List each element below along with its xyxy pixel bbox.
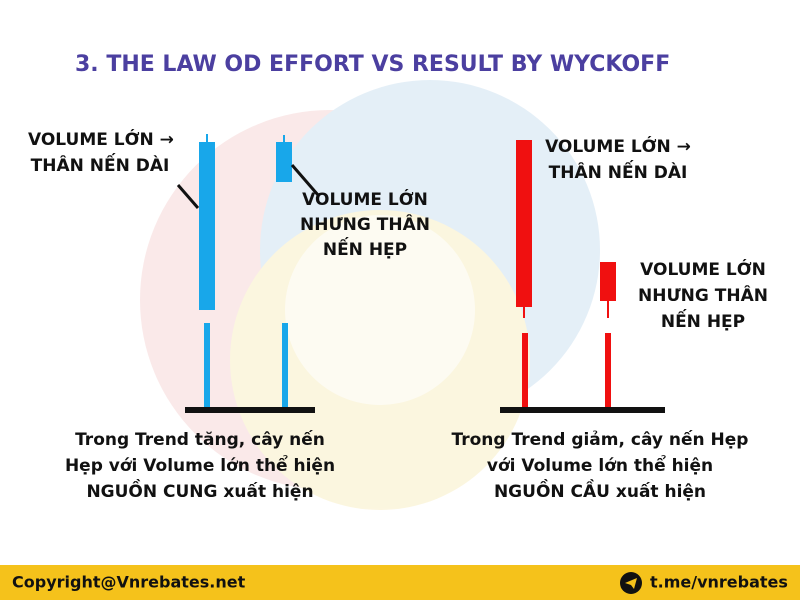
pointer [176, 184, 200, 209]
pointer [290, 164, 320, 196]
label: VOLUME LỚN → [545, 135, 691, 157]
footer-bar [0, 565, 800, 600]
label: VOLUME LỚN [302, 188, 428, 210]
candle-body [600, 262, 616, 301]
volume-bar [204, 323, 210, 408]
base-line [500, 407, 665, 413]
footer-link[interactable]: t.me/vnrebates [650, 573, 788, 592]
label: NẾN HẸP [661, 308, 745, 332]
label: VOLUME LỚN [640, 258, 766, 280]
caption: Hẹp với Volume lớn thể hiện [65, 454, 335, 476]
candle-body [199, 142, 215, 310]
volume-bar [522, 333, 528, 408]
label: THÂN NẾN DÀI [549, 159, 688, 183]
label: NẾN HẸP [323, 236, 407, 260]
volume-bar [605, 333, 611, 408]
label: THÂN NẾN DÀI [31, 152, 170, 176]
caption: Trong Trend tăng, cây nến [75, 429, 325, 450]
copyright: Copyright@Vnrebates.net [12, 573, 246, 592]
caption: Trong Trend giảm, cây nến Hẹp [452, 429, 749, 450]
volume-bar [282, 323, 288, 408]
base-line [185, 407, 315, 413]
right-panel: VOLUME LỚN → THÂN NẾN DÀI VOLUME LỚN NHƯ… [452, 135, 768, 502]
candle-body [276, 142, 292, 182]
caption: với Volume lớn thể hiện [487, 454, 713, 476]
telegram-icon-plane [625, 578, 637, 589]
label: VOLUME LỚN → [28, 128, 174, 150]
caption: NGUỒN CUNG xuất hiện [86, 478, 313, 502]
background-logo-center [285, 215, 475, 405]
left-panel: VOLUME LỚN → THÂN NẾN DÀI VOLUME LỚN NHƯ… [28, 128, 430, 502]
caption: NGUỒN CẦU xuất hiện [494, 478, 706, 502]
title: 3. THE LAW OD EFFORT VS RESULT BY WYCKOF… [75, 52, 670, 77]
label: NHƯNG THÂN [300, 213, 430, 235]
label: NHƯNG THÂN [638, 284, 768, 306]
candle-body [516, 140, 532, 307]
